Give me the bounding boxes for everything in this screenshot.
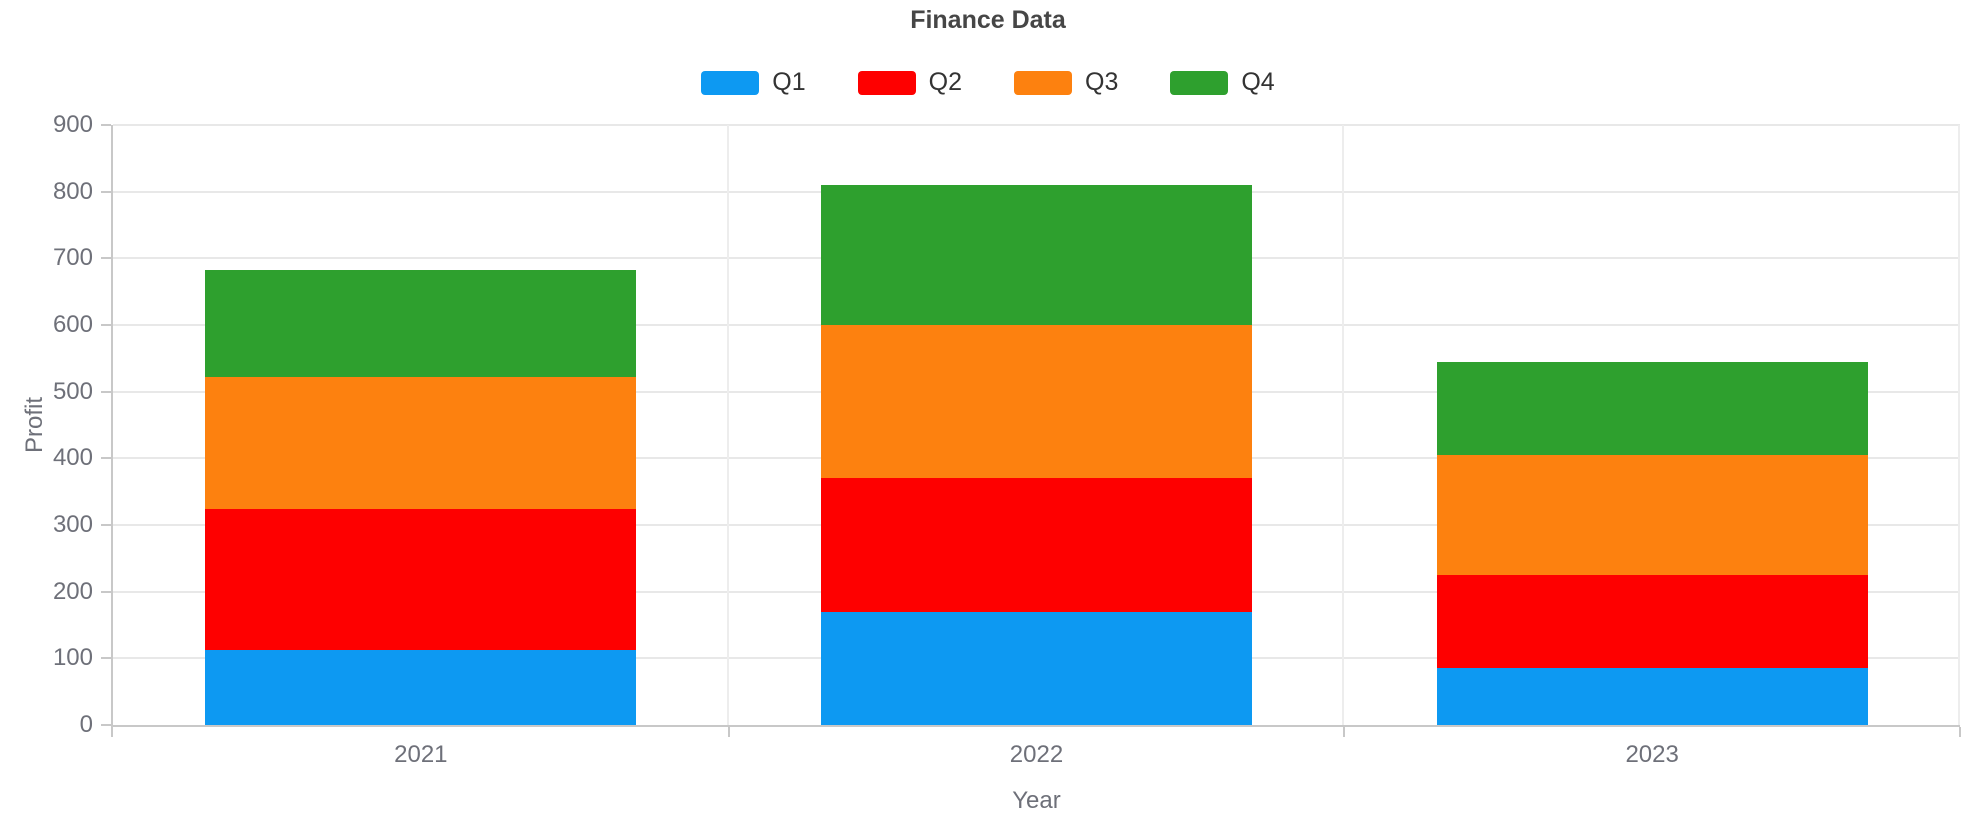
y-tick-0 bbox=[101, 724, 111, 726]
bar-segment-2021-q4[interactable] bbox=[205, 270, 637, 377]
x-axis-tick-3 bbox=[1959, 727, 1961, 737]
legend-label-q3: Q3 bbox=[1085, 68, 1119, 96]
x-split-line-3 bbox=[1958, 125, 1960, 725]
legend-swatch-q1 bbox=[701, 70, 760, 95]
y-tick-label-500: 500 bbox=[52, 377, 93, 405]
x-tick-label-2022: 2022 bbox=[1009, 741, 1064, 768]
bar-segment-2022-q2[interactable] bbox=[821, 478, 1252, 612]
x-axis-tick-0 bbox=[111, 727, 113, 737]
y-tick-label-300: 300 bbox=[52, 511, 93, 538]
x-axis-title: Year bbox=[1012, 787, 1061, 814]
y-tick-label-100: 100 bbox=[52, 644, 93, 672]
bar-segment-2023-q4[interactable] bbox=[1436, 361, 1868, 455]
legend-swatch-q3 bbox=[1014, 70, 1072, 95]
y-tick-600 bbox=[101, 324, 111, 326]
y-tick-label-0: 0 bbox=[79, 711, 93, 738]
y-tick-400 bbox=[101, 457, 111, 460]
y-tick-label-800: 800 bbox=[52, 177, 93, 205]
y-gridline-900 bbox=[113, 124, 1960, 126]
bar-segment-2023-q1[interactable] bbox=[1436, 668, 1868, 725]
y-tick-label-600: 600 bbox=[52, 311, 93, 338]
y-tick-300 bbox=[101, 524, 111, 526]
x-axis-tick-2 bbox=[1343, 727, 1346, 737]
legend-item-q3[interactable]: Q3 bbox=[1014, 68, 1118, 97]
y-axis-line bbox=[111, 125, 113, 725]
y-tick-label-400: 400 bbox=[52, 444, 93, 472]
bar-segment-2022-q3[interactable] bbox=[821, 325, 1252, 479]
y-tick-200 bbox=[101, 590, 111, 593]
bar-segment-2022-q1[interactable] bbox=[821, 611, 1252, 725]
x-split-line-2 bbox=[1342, 125, 1345, 725]
legend-item-q4[interactable]: Q4 bbox=[1170, 68, 1275, 97]
y-tick-100 bbox=[101, 657, 111, 660]
y-tick-label-900: 900 bbox=[52, 111, 93, 138]
x-tick-label-2021: 2021 bbox=[394, 741, 448, 768]
x-split-line-1 bbox=[726, 125, 729, 725]
bar-segment-2021-q1[interactable] bbox=[205, 650, 637, 725]
legend-label-q2: Q2 bbox=[928, 68, 962, 96]
legend-swatch-q4 bbox=[1170, 70, 1229, 95]
y-gridline-600 bbox=[113, 324, 1960, 326]
bar-segment-2021-q2[interactable] bbox=[205, 509, 637, 651]
plot-area: Profit Year 0 100 200 300 400 500 600 700 800 900… bbox=[21, 111, 1961, 814]
chart-title: Finance Data bbox=[910, 6, 1066, 34]
y-tick-700 bbox=[101, 257, 111, 260]
legend-item-q1[interactable]: Q1 bbox=[701, 68, 806, 97]
y-tick-900 bbox=[101, 124, 111, 126]
bar-segment-2023-q3[interactable] bbox=[1436, 455, 1868, 575]
x-axis-line bbox=[111, 725, 1960, 727]
legend-label-q1: Q1 bbox=[772, 68, 806, 96]
bar-segment-2023-q2[interactable] bbox=[1436, 575, 1868, 669]
y-tick-500 bbox=[101, 390, 111, 393]
legend-label-q4: Q4 bbox=[1241, 68, 1275, 96]
bar-segment-2022-q4[interactable] bbox=[821, 185, 1252, 325]
legend-swatch-q2 bbox=[857, 70, 916, 95]
legend: Q1 Q2 Q3 Q4 bbox=[0, 68, 1976, 97]
x-tick-label-2023: 2023 bbox=[1625, 741, 1679, 768]
bar-segment-2021-q3[interactable] bbox=[205, 377, 637, 509]
legend-item-q2[interactable]: Q2 bbox=[857, 68, 962, 97]
y-tick-800 bbox=[101, 190, 111, 193]
y-tick-label-700: 700 bbox=[52, 244, 93, 272]
y-tick-label-200: 200 bbox=[52, 577, 93, 605]
x-axis-tick-1 bbox=[727, 727, 730, 737]
